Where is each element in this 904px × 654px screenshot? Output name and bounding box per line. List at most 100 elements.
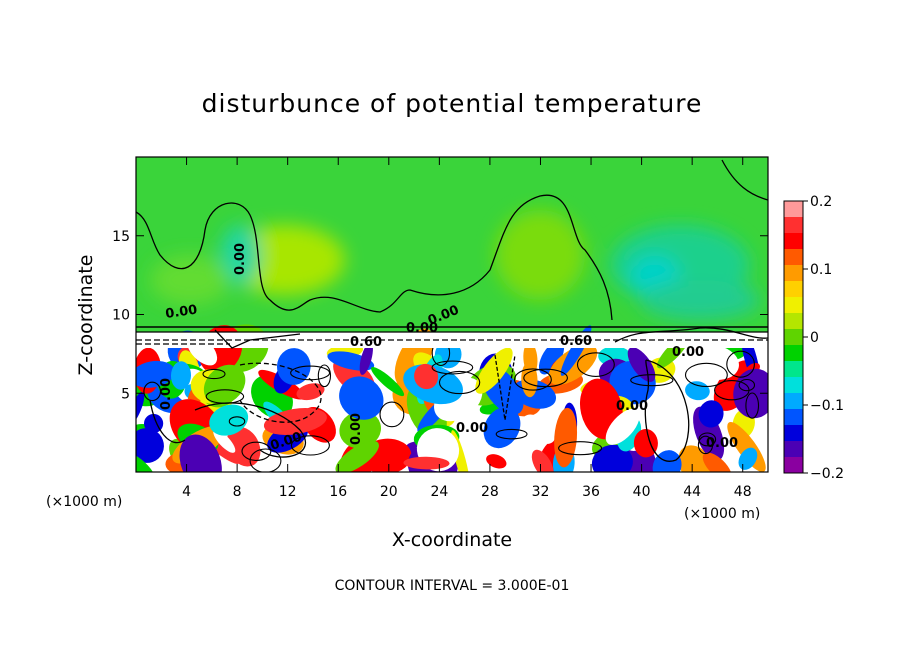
contour-label: 0.00 (706, 436, 738, 451)
turbulence-contour (228, 416, 246, 427)
turbulence-blob (371, 367, 405, 397)
contour-label: 0.00 (233, 243, 248, 275)
colorbar-ticks: 0.2 0.1 0 −0.1 −0.2 (803, 194, 844, 482)
turbulence-blob (339, 410, 381, 449)
turbulence-blob (136, 452, 156, 472)
turbulence-contour (249, 448, 282, 472)
colorbar-swatch (784, 297, 803, 314)
contour-label: 0.60 (350, 335, 382, 350)
turbulence-blob (213, 429, 236, 453)
turbulence-blob (475, 347, 513, 394)
plot-area: 0.00 0.00 0.00 0.00 0.60 0.60 0.00 0.00 … (136, 157, 768, 472)
colorbar-tick-label: 0.1 (810, 262, 832, 278)
x-axis: 4 8 12 16 20 24 28 32 36 40 44 48 (182, 157, 752, 500)
x-tick-label: 48 (734, 484, 752, 500)
x-tick-label: 36 (582, 484, 600, 500)
turbulence-contour (431, 360, 474, 375)
contour-label: 0.00 (164, 303, 198, 322)
turbulence-contour (438, 370, 481, 395)
chart-title: disturbunce of potential temperature (202, 89, 703, 118)
turbulence-blob (698, 400, 724, 428)
turbulence-blob (605, 408, 640, 445)
turbulence-contour (558, 441, 603, 456)
colorbar-swatch (784, 457, 803, 474)
colorbar-swatch (784, 361, 803, 378)
turbulence-blob (522, 414, 556, 444)
turbulence-contour (379, 401, 405, 428)
colorbar-swatch (784, 393, 803, 410)
turbulence-blob (179, 434, 222, 472)
turbulence-contour (143, 381, 162, 402)
x-tick-label: 4 (182, 484, 191, 500)
contour-label: 0.00 (159, 378, 174, 410)
y-tick-label: 5 (121, 386, 130, 402)
colorbar-swatch (784, 441, 803, 458)
turbulence-contour (523, 368, 568, 388)
contour-label: 0.00 (456, 421, 488, 436)
colorbar-swatch (784, 345, 803, 362)
colorbar-swatch (784, 281, 803, 298)
contour-label: 0.00 (349, 413, 364, 445)
turbulence-contour (714, 380, 750, 401)
turbulence-blob (170, 361, 192, 390)
contour-label: 0.00 (672, 345, 704, 360)
turbulence-contour (745, 392, 760, 419)
colorbar-tick-label: 0.2 (810, 194, 832, 210)
turbulence-blob (554, 407, 578, 468)
turbulence-blob (335, 440, 379, 472)
colorbar-swatch (784, 249, 803, 266)
contour-interval-note: CONTOUR INTERVAL = 3.000E-01 (335, 578, 570, 594)
colorbar-swatch (784, 233, 803, 250)
colorbar-swatch (784, 201, 803, 218)
turbulence-blob (403, 456, 450, 470)
turbulence-blob (359, 342, 373, 375)
turbulent-blobs (136, 324, 768, 472)
x-tick-label: 12 (279, 484, 297, 500)
turbulence-contour (241, 441, 272, 461)
y-tick-label: 15 (112, 229, 130, 245)
turbulence-contour (576, 352, 615, 377)
colorbar-swatches (784, 201, 803, 474)
x-tick-label: 20 (380, 484, 398, 500)
turbulence-blob (483, 407, 521, 449)
turbulence-blob (414, 363, 439, 390)
x-tick-label: 28 (481, 484, 499, 500)
contour-lines (136, 159, 768, 462)
y-tick-label: 10 (112, 308, 130, 324)
turbulence-contour (738, 378, 756, 392)
turbulence-blob (702, 452, 732, 472)
turbulence-blob (276, 348, 311, 385)
x-tick-label: 24 (430, 484, 448, 500)
turbulence-blob (538, 340, 565, 375)
contour-label: 0.00 (616, 399, 648, 414)
colorbar-swatch (784, 265, 803, 282)
colorbar-tick-label: −0.2 (810, 466, 844, 482)
y-axis-label: Z-coordinate (75, 255, 97, 376)
turbulence-contour (726, 350, 755, 378)
colorbar-swatch (784, 425, 803, 442)
turbulence-blob (136, 360, 175, 388)
colorbar-tick-label: −0.1 (810, 398, 844, 414)
turbulence-contour (630, 374, 674, 387)
turbulence-contour (317, 364, 332, 388)
colorbar-swatch (784, 217, 803, 234)
turbulence-contour (495, 428, 528, 440)
x-axis-label: X-coordinate (392, 529, 512, 551)
turbulence-contour (290, 435, 330, 456)
upper-field-patches (150, 210, 760, 320)
colorbar-tick-label: 0 (810, 330, 819, 346)
turbulence-blob (486, 454, 507, 469)
colorbar-swatch (784, 377, 803, 394)
turbulence-contour (684, 362, 728, 388)
colorbar-swatch (784, 409, 803, 426)
x-unit-label-right: (×1000 m) (684, 506, 760, 522)
y-axis: 5 10 15 (112, 229, 768, 402)
x-tick-label: 44 (683, 484, 701, 500)
turbulence-blob (633, 429, 658, 458)
turbulence-contour (513, 368, 552, 391)
x-tick-label: 32 (532, 484, 550, 500)
turbulence-blob (339, 376, 384, 420)
turbulence-contour (202, 368, 226, 380)
contour-label: 0.00 (406, 321, 438, 336)
